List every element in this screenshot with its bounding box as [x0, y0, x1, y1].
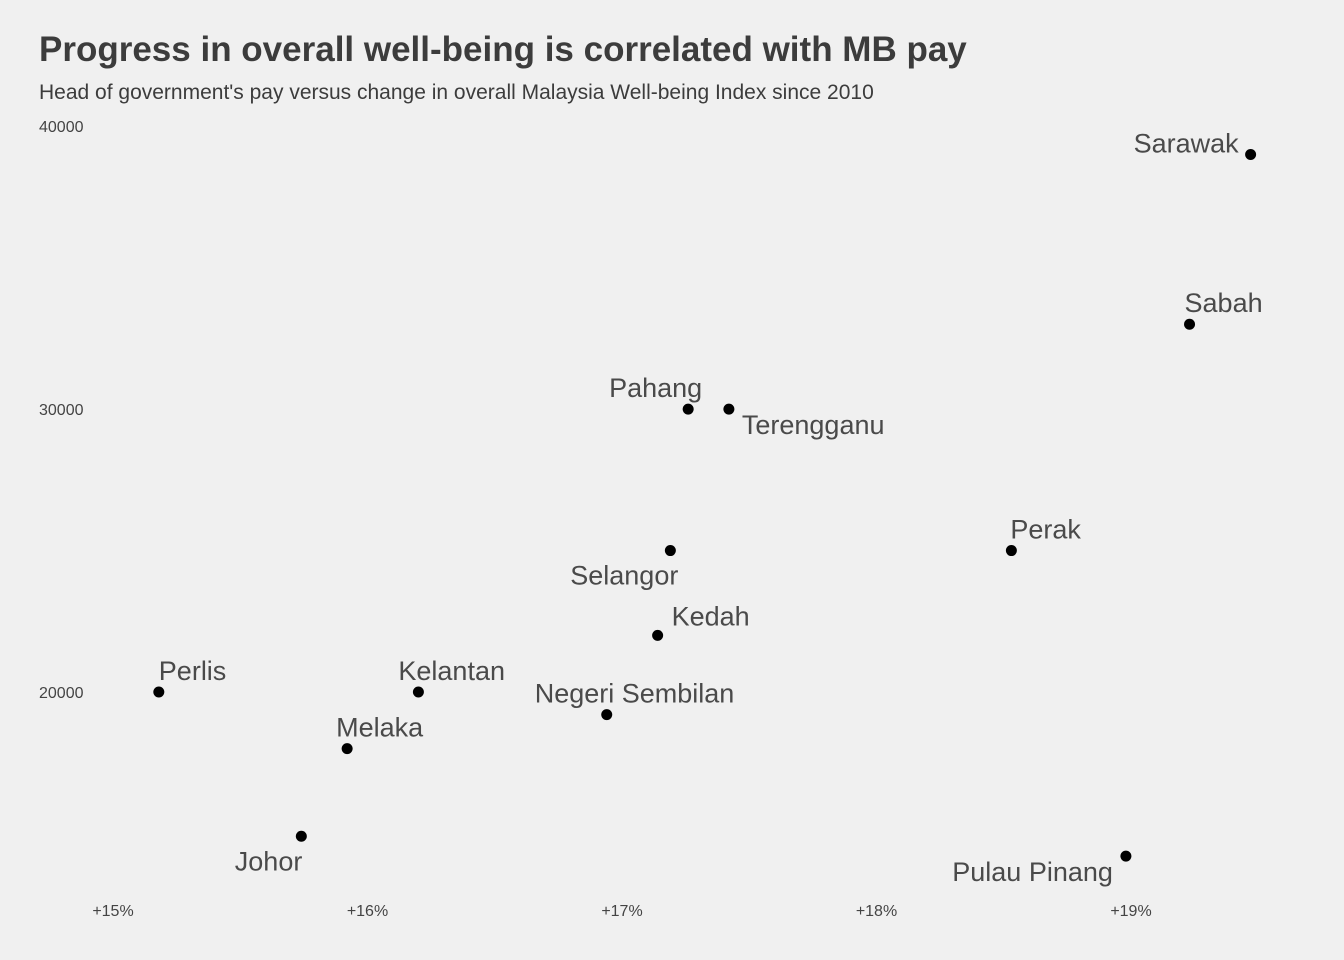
- data-point: [601, 709, 613, 721]
- x-tick-label: +15%: [92, 903, 133, 920]
- data-points: [153, 148, 1257, 862]
- point-labels: Sarawak Sabah Pahang Terengganu Perak Selango…: [159, 128, 1263, 887]
- data-point: [341, 743, 353, 755]
- point-label: Pahang: [609, 373, 702, 403]
- point-label: Sarawak: [1134, 128, 1240, 158]
- y-tick-label: 40000: [39, 119, 84, 136]
- point-label: Johor: [235, 846, 303, 876]
- x-tick-label: +16%: [347, 903, 388, 920]
- y-axis-ticks: 40000 30000 20000: [39, 119, 84, 702]
- data-point: [652, 629, 664, 641]
- point-label: Terengganu: [742, 410, 885, 440]
- data-point: [1005, 545, 1017, 557]
- point-label: Melaka: [336, 713, 424, 743]
- x-tick-label: +18%: [856, 903, 897, 920]
- data-point: [664, 545, 676, 557]
- y-tick-label: 30000: [39, 402, 84, 419]
- point-label: Perlis: [159, 656, 227, 686]
- data-point: [153, 686, 165, 698]
- point-label: Kelantan: [398, 656, 505, 686]
- point-label: Selangor: [570, 561, 678, 591]
- point-label: Kedah: [672, 601, 750, 631]
- data-point: [723, 403, 735, 415]
- data-point: [295, 830, 307, 842]
- x-tick-label: +19%: [1110, 903, 1151, 920]
- y-tick-label: 20000: [39, 685, 84, 702]
- chart-title: Progress in overall well-being is correl…: [39, 30, 967, 69]
- data-point: [1120, 850, 1132, 862]
- point-label: Negeri Sembilan: [535, 679, 735, 709]
- point-label: Pulau Pinang: [952, 857, 1113, 887]
- data-point: [1245, 148, 1257, 160]
- point-label: Perak: [1010, 515, 1081, 545]
- chart-subtitle: Head of government's pay versus change i…: [39, 81, 874, 104]
- data-point: [412, 686, 424, 698]
- point-label: Sabah: [1185, 288, 1263, 318]
- data-point: [682, 403, 694, 415]
- x-axis-ticks: +15% +16% +17% +18% +19%: [92, 903, 1151, 920]
- x-tick-label: +17%: [601, 903, 642, 920]
- data-point: [1184, 318, 1196, 330]
